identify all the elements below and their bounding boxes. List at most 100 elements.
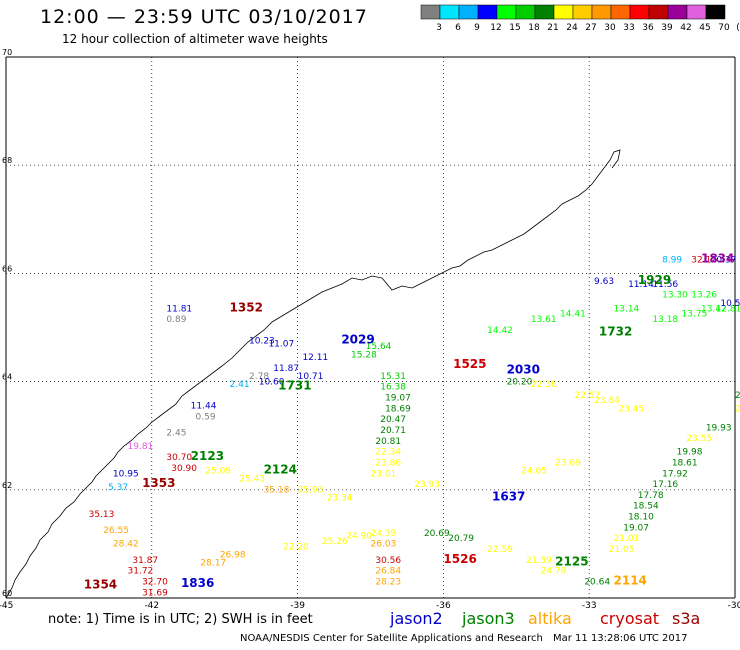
- footer-note: note: 1) Time is in UTC; 2) SWH is in fe…: [48, 612, 313, 627]
- pass-time-label: 2114: [614, 573, 647, 587]
- wave-height-value: 19.07: [623, 523, 649, 533]
- wave-height-value: 11.81: [166, 304, 192, 314]
- wave-height-value: 11.07: [268, 339, 294, 349]
- wave-height-value: 26.84: [375, 567, 401, 577]
- wave-height-value: 5.37: [108, 483, 128, 493]
- wave-height-value: 15.64: [366, 342, 392, 352]
- wave-height-value: 10.57: [720, 299, 740, 309]
- wave-height-value: 23.69: [555, 458, 581, 468]
- wave-height-value: 20.71: [380, 426, 406, 436]
- wave-height-value: 31.72: [128, 567, 154, 577]
- wave-height-value: 20.80: [735, 391, 740, 401]
- pass-time-label: 1352: [230, 300, 263, 314]
- wave-height-value: 23.93: [414, 480, 440, 490]
- wave-height-value: 28.42: [113, 540, 139, 550]
- wave-height-value: 22.36: [531, 380, 557, 390]
- wave-height-value: 18.10: [628, 513, 654, 523]
- colorbar-swatch: [705, 4, 726, 20]
- colorbar-label: 18: [528, 23, 540, 33]
- wave-height-value: 28.17: [200, 559, 226, 569]
- wave-height-value: 10.60: [259, 377, 285, 387]
- wave-height-value: 26.03: [371, 540, 397, 550]
- wave-height-value: 21.5: [735, 404, 740, 414]
- wave-height-value: 2.45: [166, 429, 186, 439]
- pass-time-label: 1354: [84, 577, 117, 591]
- colorbar-label: 21: [547, 23, 558, 33]
- lat-tick-label: 70: [2, 48, 12, 57]
- colorbar-swatch: [686, 4, 707, 20]
- legend-jason2: jason2: [390, 609, 443, 628]
- pass-time-label: 2124: [264, 463, 297, 477]
- wave-height-value: 10.95: [113, 469, 139, 479]
- legend-jason3: jason3: [462, 609, 515, 628]
- wave-height-value: 19.81: [128, 442, 154, 452]
- wave-height-value: 19.07: [385, 394, 411, 404]
- wave-height-value: 22.57: [575, 391, 601, 401]
- wave-height-value: 19.98: [677, 448, 703, 458]
- colorbar-label: 12: [490, 23, 501, 33]
- colorbar-label: 24: [566, 23, 578, 33]
- pass-time-label: 1836: [181, 576, 214, 590]
- wave-height-value: 22.34: [375, 448, 401, 458]
- wave-height-value: 20.64: [584, 577, 610, 587]
- wave-height-value: 23.86: [375, 458, 401, 468]
- wave-height-value: 25.93: [298, 486, 324, 496]
- wave-height-value: 28.23: [375, 577, 401, 587]
- colorbar-swatch: [439, 4, 460, 20]
- wave-height-value: 23.34: [327, 494, 353, 504]
- footer-credit: NOAA/NESDIS Center for Satellite Applica…: [240, 633, 543, 644]
- lat-lon-grid: -45 -42 -39 -36 -33 -30 70 68 66 64 62 60: [0, 48, 740, 611]
- wave-height-value: 2.41: [230, 380, 250, 390]
- wave-height-value: 9.63: [594, 277, 614, 287]
- wave-height-value: 18.61: [672, 458, 698, 468]
- page-title: 12:00 — 23:59 UTC 03/10/2017: [40, 6, 368, 28]
- wave-height-value: 14.42: [487, 326, 513, 336]
- wave-height-value: 13.18: [652, 315, 678, 325]
- wave-height-value: 13.26: [691, 291, 717, 301]
- wave-height-value: 30.70: [166, 453, 192, 463]
- wave-height-value: 14.41: [560, 310, 586, 320]
- colorbar-label: 39: [661, 23, 673, 33]
- lon-tick-label: -42: [144, 601, 159, 611]
- colorbar-swatch: [534, 4, 555, 20]
- lat-tick-label: 66: [2, 264, 12, 273]
- wave-height-value: 2.78: [249, 372, 269, 382]
- wave-height-value: 0.59: [196, 412, 216, 422]
- colorbar-swatch: [629, 4, 650, 20]
- wave-height-value: 18.69: [385, 404, 411, 414]
- wave-height-value: 13.30: [662, 291, 688, 301]
- wave-height-value: 20.81: [375, 437, 401, 447]
- colorbar-label: 42: [680, 23, 691, 33]
- legend-s3a: s3a: [672, 609, 701, 628]
- page-subtitle: 12 hour collection of altimeter wave hei…: [62, 32, 328, 46]
- colorbar-label: (ft): [736, 23, 740, 33]
- wave-height-value: 25.26: [322, 537, 348, 547]
- wave-height-value: 13.61: [531, 315, 557, 325]
- footer-timestamp: Mar 11 13:28:06 UTC 2017: [553, 633, 688, 644]
- wave-height-value: 23.64: [594, 396, 620, 406]
- wave-height-value: 11.44: [191, 402, 217, 412]
- pass-time-label: 2029: [341, 333, 374, 347]
- pass-time-label: 1732: [599, 325, 632, 339]
- pass-time-label: 1731: [278, 379, 311, 393]
- wave-height-value: 24.05: [521, 467, 547, 477]
- wave-height-value: 35.18: [264, 486, 290, 496]
- wave-height-value: 23.55: [686, 434, 712, 444]
- wave-height-value: 24.79: [541, 567, 567, 577]
- wave-height-value: 17.92: [662, 469, 688, 479]
- wave-height-value: 21.59: [526, 556, 552, 566]
- wave-height-value: 20.20: [507, 377, 533, 387]
- wave-height-value: 32.70: [142, 577, 168, 587]
- colorbar-label: 3: [436, 23, 442, 33]
- wave-height-value: 20.79: [448, 534, 474, 544]
- colorbar-swatch: [667, 4, 688, 20]
- colorbar-label: 70: [718, 23, 730, 33]
- wave-height-value: 12.11: [302, 353, 328, 363]
- colorbar-swatch: [572, 4, 593, 20]
- colorbar-label: 6: [455, 23, 461, 33]
- wave-height-value: 23.45: [618, 404, 644, 414]
- wave-height-value: 25.09: [205, 467, 231, 477]
- greenland-coastline: [5, 149, 621, 599]
